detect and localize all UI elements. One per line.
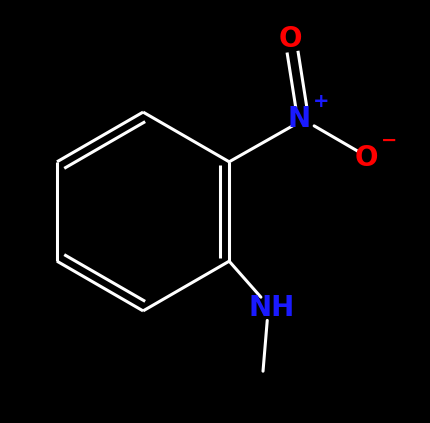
Text: +: + bbox=[313, 92, 329, 111]
Text: −: − bbox=[381, 131, 397, 150]
Text: NH: NH bbox=[249, 294, 295, 322]
Text: O: O bbox=[279, 25, 302, 53]
Text: O: O bbox=[355, 143, 378, 172]
Text: N: N bbox=[287, 105, 310, 134]
